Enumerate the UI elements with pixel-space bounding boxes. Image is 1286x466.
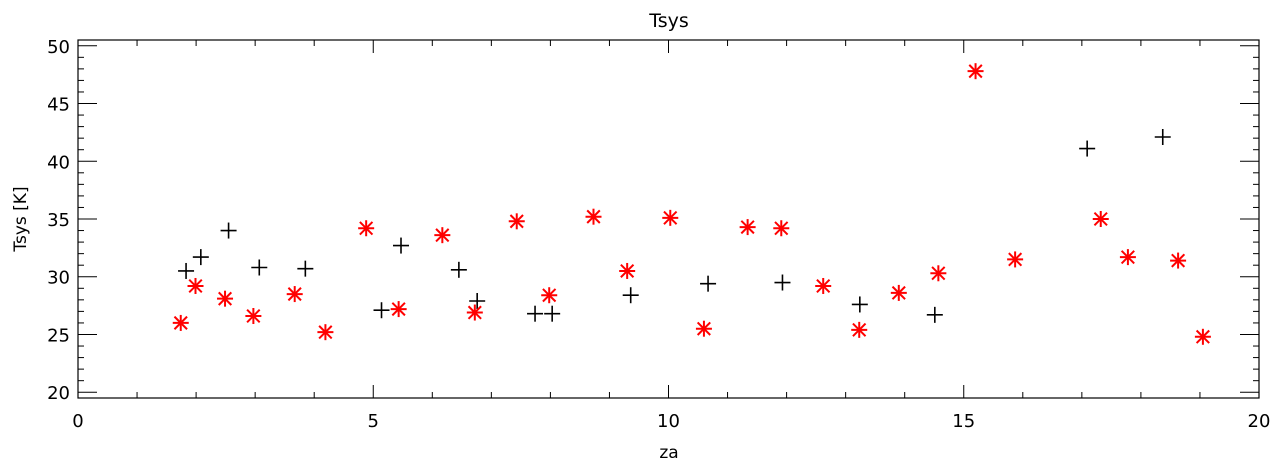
asterisk-stroke [774, 221, 789, 236]
y-axis: 20 25 30 35 40 45 50 [47, 37, 1259, 404]
asterisk-stroke [359, 221, 374, 236]
chart-title: Tsys [648, 10, 689, 32]
asterisk-point [317, 324, 334, 341]
plus-point [297, 260, 314, 277]
plus-point [851, 296, 868, 313]
y-tick-label: 30 [47, 268, 70, 289]
x-tick-label: 20 [1248, 411, 1271, 432]
data-markers [172, 63, 1211, 345]
plus-point [926, 306, 943, 323]
y-tick-label: 40 [47, 152, 70, 173]
plus-point [178, 262, 195, 279]
y-tick-label: 50 [47, 37, 70, 58]
asterisk-point [585, 208, 602, 225]
asterisk-point [967, 63, 984, 80]
x-axis: 0 5 10 15 20 [72, 40, 1270, 432]
asterisk-point [286, 286, 303, 303]
plus-point [469, 292, 486, 309]
plus-point [622, 287, 639, 304]
asterisk-point [434, 227, 451, 244]
plus-point [450, 261, 467, 278]
plus-point [373, 302, 390, 319]
asterisk-stroke [1093, 211, 1108, 227]
asterisk-stroke [663, 210, 678, 225]
asterisk-point [1007, 251, 1024, 268]
plus-point [192, 249, 209, 266]
x-tick-label: 15 [952, 411, 975, 432]
asterisk-point [890, 284, 907, 301]
y-tick-label: 35 [47, 210, 70, 231]
x-tick-label: 0 [72, 411, 83, 432]
x-tick-label: 10 [657, 411, 680, 432]
asterisk-stroke [696, 321, 711, 336]
asterisk-point [773, 220, 790, 237]
asterisk-stroke [1171, 253, 1186, 268]
asterisk-stroke [287, 287, 302, 302]
asterisk-stroke [816, 278, 831, 293]
asterisk-point [851, 321, 868, 338]
asterisk-point [466, 304, 483, 321]
plus-point [774, 274, 791, 291]
y-axis-label: Tsys [K] [11, 186, 31, 252]
asterisk-point [245, 308, 262, 325]
asterisk-point [739, 219, 756, 236]
y-tick-label: 20 [47, 383, 70, 404]
asterisk-stroke [246, 308, 261, 324]
plus-point [527, 305, 544, 322]
asterisk-stroke [173, 315, 188, 330]
asterisk-point [1170, 252, 1187, 269]
plus-point [700, 275, 717, 292]
x-axis-label: za [659, 443, 678, 463]
asterisk-stroke [467, 305, 482, 320]
asterisk-stroke [218, 291, 233, 306]
plus-point [393, 237, 410, 254]
y-tick-label: 45 [47, 95, 70, 116]
asterisk-stroke [542, 288, 557, 303]
asterisk-point [541, 287, 558, 304]
asterisk-point [390, 301, 407, 318]
asterisk-point [1119, 249, 1136, 266]
plus-point [544, 305, 561, 322]
asterisk-point [815, 277, 832, 294]
plus-point [220, 222, 237, 239]
asterisk-point [619, 262, 636, 279]
asterisk-stroke [586, 209, 601, 224]
y-tick-label: 25 [47, 325, 70, 346]
asterisk-point [695, 320, 712, 337]
asterisk-stroke [1120, 250, 1135, 265]
asterisk-stroke [852, 322, 867, 337]
asterisk-stroke [509, 214, 524, 229]
asterisk-stroke [891, 285, 906, 300]
asterisk-point [187, 277, 204, 294]
asterisk-stroke [318, 325, 333, 340]
asterisk-stroke [968, 64, 983, 79]
asterisk-stroke [620, 263, 635, 278]
asterisk-point [662, 209, 679, 226]
asterisk-stroke [391, 302, 406, 317]
asterisk-point [217, 290, 234, 307]
plus-point [251, 259, 268, 276]
plus-point [1079, 140, 1096, 157]
asterisk-point [1092, 211, 1109, 227]
x-tick-label: 5 [368, 411, 379, 432]
asterisk-stroke [931, 266, 946, 281]
asterisk-stroke [435, 228, 450, 243]
asterisk-point [172, 314, 189, 331]
asterisk-point [358, 220, 375, 237]
asterisk-point [1194, 328, 1211, 345]
asterisk-stroke [740, 220, 755, 235]
asterisk-stroke [1195, 329, 1210, 344]
asterisk-point [930, 265, 947, 282]
asterisk-point [508, 213, 525, 230]
asterisk-stroke [188, 278, 203, 293]
asterisk-stroke [1008, 252, 1023, 267]
plus-point [1154, 129, 1171, 146]
